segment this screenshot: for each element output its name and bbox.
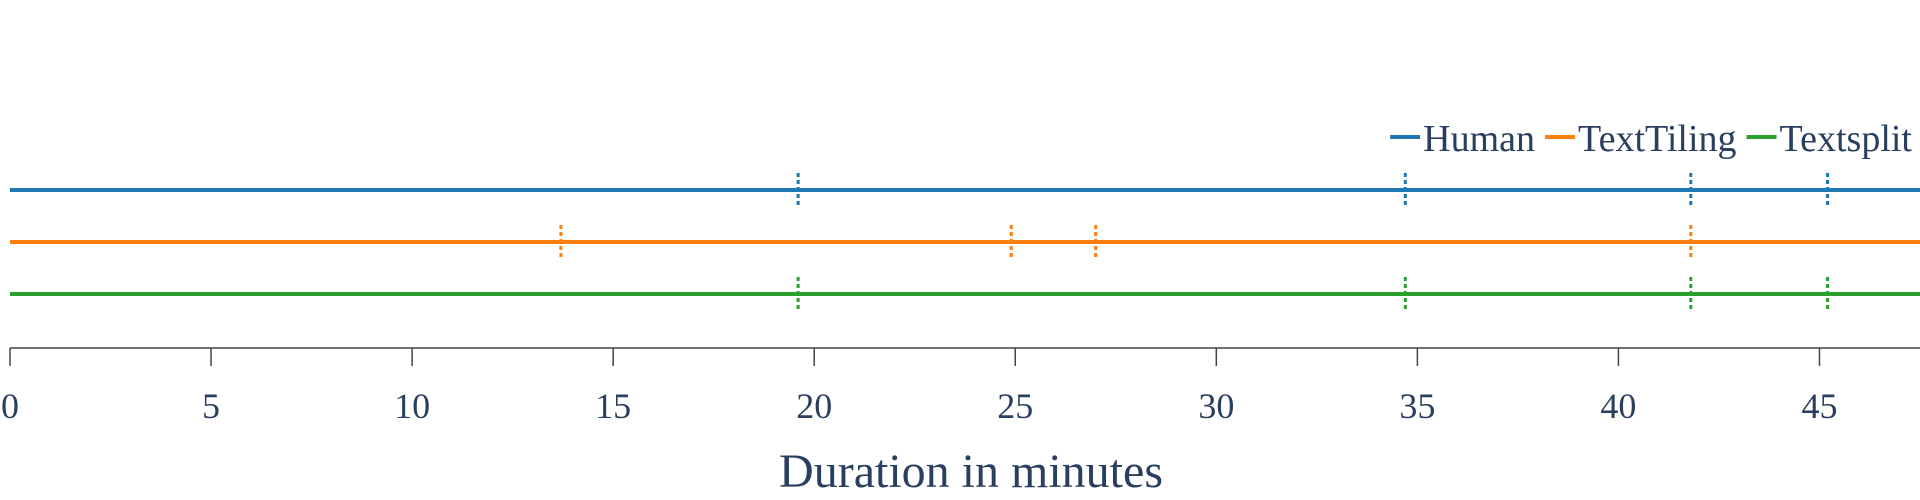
legend-label-texttiling: TextTiling bbox=[1578, 118, 1737, 160]
x-tick-label: 10 bbox=[394, 386, 430, 426]
x-tick-label: 45 bbox=[1801, 386, 1837, 426]
legend-label-textsplit: Textsplit bbox=[1780, 118, 1913, 160]
x-tick-label: 40 bbox=[1600, 386, 1636, 426]
x-axis-title: Duration in minutes bbox=[779, 445, 1163, 498]
x-tick-label: 20 bbox=[796, 386, 832, 426]
legend-label-human: Human bbox=[1423, 118, 1535, 160]
x-axis: 0 5 10 15 20 25 30 35 40 45 bbox=[1, 347, 1920, 426]
x-tick-label: 25 bbox=[997, 386, 1033, 426]
legend: Human TextTiling Textsplit bbox=[1390, 118, 1912, 160]
x-tick-label: 35 bbox=[1399, 386, 1435, 426]
x-tick-label: 15 bbox=[595, 386, 631, 426]
x-tick-label: 30 bbox=[1198, 386, 1234, 426]
series-layer bbox=[10, 173, 1920, 311]
x-tick-label: 0 bbox=[1, 386, 19, 426]
x-tick-label: 5 bbox=[202, 386, 220, 426]
